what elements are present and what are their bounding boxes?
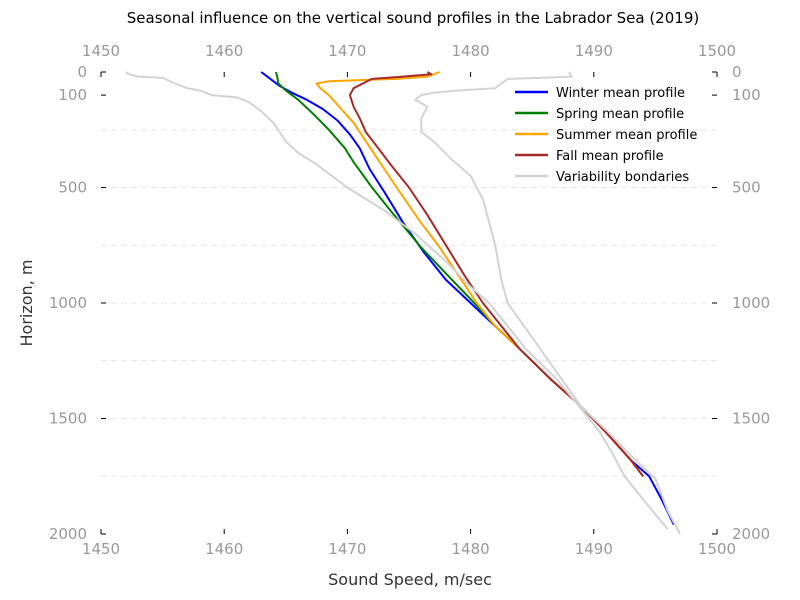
- grid-lines: [101, 129, 717, 477]
- legend-label: Winter mean profile: [556, 86, 685, 101]
- x-tick-label: 1480: [452, 540, 490, 558]
- axes-layer: 1450 1450 1460 1460 1470 1470 1480 1480 1490 1490…: [49, 42, 770, 558]
- legend-label: Fall mean profile: [556, 149, 664, 164]
- x-axis-label: Sound Speed, m/sec: [328, 570, 492, 589]
- legend-label: Summer mean profile: [556, 128, 697, 143]
- x-tick-label: 1450: [82, 540, 120, 558]
- y-tick-label: 0: [77, 63, 87, 81]
- y-tick-label: 100: [58, 86, 87, 104]
- x-tick-label: 1460: [205, 540, 243, 558]
- x-tick-label-top: 1470: [328, 42, 366, 60]
- x-tick-label: 1470: [328, 540, 366, 558]
- y-tick-label-right: 1500: [732, 410, 770, 428]
- series-line: [348, 71, 644, 477]
- x-tick-label: 1490: [575, 540, 613, 558]
- y-tick-label-right: 100: [732, 86, 761, 104]
- series-line: [125, 71, 669, 531]
- x-tick-label-top: 1450: [82, 42, 120, 60]
- x-tick-label-top: 1490: [575, 42, 613, 60]
- y-tick-label-right: 500: [732, 179, 761, 197]
- x-tick-label-top: 1460: [205, 42, 243, 60]
- y-tick-label-right: 1000: [732, 294, 770, 312]
- x-tick-label-top: 1480: [452, 42, 490, 60]
- chart-title: Seasonal influence on the vertical sound…: [127, 9, 699, 27]
- series-line: [414, 71, 681, 535]
- y-tick-label: 500: [58, 179, 87, 197]
- y-tick-label: 1500: [49, 410, 87, 428]
- y-tick-label: 1000: [49, 294, 87, 312]
- legend-label: Variability bondaries: [556, 170, 689, 185]
- y-axis-label: Horizon, m: [17, 260, 36, 347]
- y-tick-label: 2000: [49, 525, 87, 543]
- y-tick-label-right: 2000: [732, 525, 770, 543]
- y-tick-label-right: 0: [732, 63, 742, 81]
- x-tick-label-top: 1500: [698, 42, 736, 60]
- x-tick-label: 1500: [698, 540, 736, 558]
- series-layer: [125, 71, 681, 535]
- legend: Winter mean profile Spring mean profile Su…: [515, 86, 697, 185]
- legend-label: Spring mean profile: [556, 107, 684, 122]
